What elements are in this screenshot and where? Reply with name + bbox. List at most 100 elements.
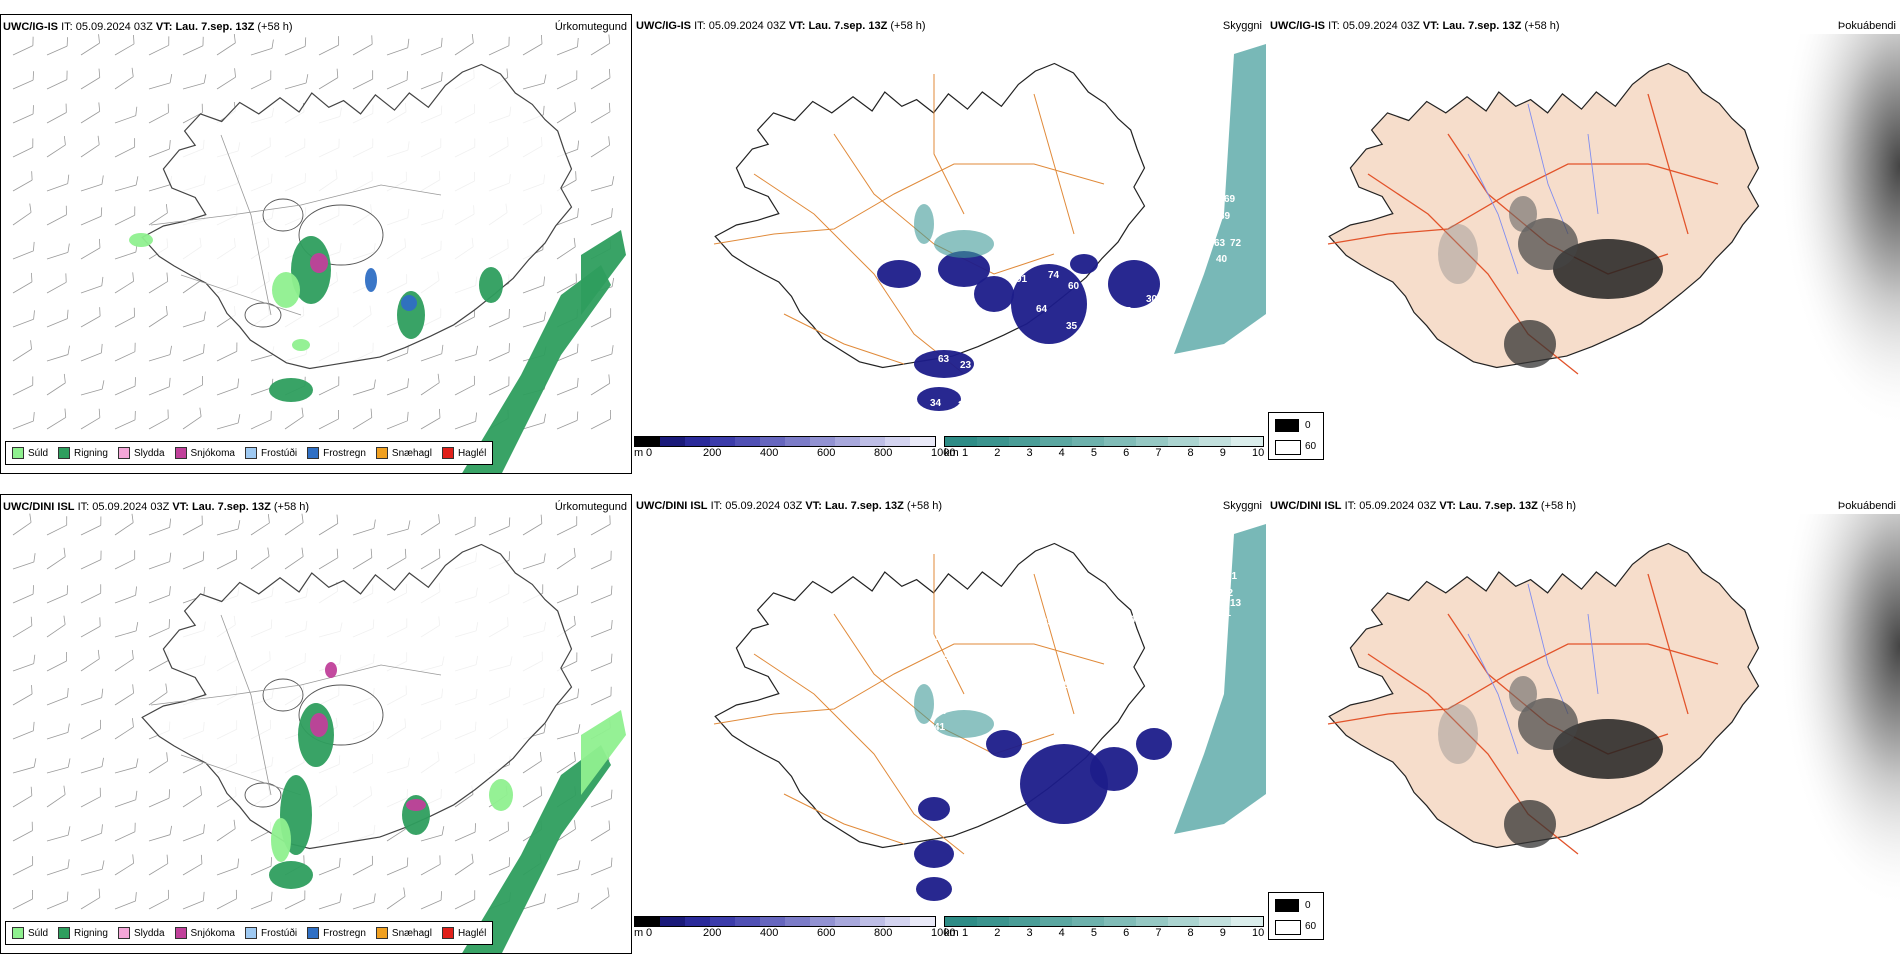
- model-source: UWC/IG-IS: [3, 21, 58, 33]
- freezing-drizzle-swatch: [244, 447, 257, 459]
- colorbar-tick: 2: [994, 927, 1001, 939]
- legend-label: Haglél: [457, 927, 487, 939]
- valid-time-label: VT:: [1439, 500, 1456, 512]
- legend-label: Slydda: [133, 927, 165, 939]
- legend-item: Haglél: [441, 927, 487, 939]
- sea-visibility-band: [1174, 524, 1266, 834]
- lead-time: (+58 h): [257, 21, 293, 33]
- cloud-base-label: 29: [1118, 626, 1130, 637]
- cloud-base-colorbar: m 0 200 400 600 800 1000: [634, 436, 955, 459]
- legend-label: Rigning: [74, 927, 108, 939]
- colorbar-tick: 4: [1058, 927, 1065, 939]
- low-cloud-areas: [914, 684, 1172, 901]
- colorbar-tick: 8: [1187, 927, 1194, 939]
- legend-label: Frostregn: [323, 447, 366, 459]
- legend-item: Rigning: [58, 447, 108, 459]
- panel-name: Skyggni: [1222, 500, 1262, 512]
- rivers: [1467, 583, 1599, 755]
- cloud-base-label: 60: [1068, 281, 1080, 292]
- colorbar-tick: 3: [1026, 927, 1033, 939]
- model-source: UWC/IG-IS: [1270, 20, 1325, 32]
- issue-time-label: IT:: [710, 500, 723, 512]
- offshore-fog: [1698, 34, 1900, 474]
- sleet-swatch: [117, 927, 130, 939]
- colorbar-tick: 10: [1252, 927, 1265, 939]
- issue-time-label: IT:: [61, 21, 73, 33]
- precipitation-areas: [129, 230, 626, 473]
- legend-label: Rigning: [74, 447, 108, 459]
- colorbar-unit: m: [634, 927, 644, 939]
- legend-label: Frostregn: [323, 927, 366, 939]
- fog-key-max-label: 60: [1305, 921, 1317, 932]
- cloud-base-label: 43: [936, 378, 948, 389]
- issue-time: 05.09.2024 03Z: [92, 501, 170, 513]
- visibility-colorbar: km 1 2 3 4 5 6 7 8 9 10: [944, 436, 1264, 459]
- colorbar-tick: 7: [1155, 447, 1162, 459]
- sea-visibility-band: [1174, 44, 1266, 354]
- cloud-base-label: 34: [930, 398, 942, 409]
- cloud-base-label: 64: [1036, 304, 1048, 315]
- model-source: UWC/DINI ISL: [1270, 500, 1342, 512]
- cloud-base-label: 40: [1216, 254, 1228, 265]
- panel-name: Úrkomutegund: [554, 501, 627, 513]
- drizzle-swatch: [12, 447, 24, 459]
- cloud-base-colorbar: m 0 200 400 600 800 1000: [634, 916, 955, 939]
- iceland-outline: [141, 63, 573, 370]
- colorbar-tick: 0: [646, 447, 653, 459]
- colorbar-tick: 0: [646, 927, 653, 939]
- colorbar-unit: m: [634, 447, 644, 459]
- fog-indicator-panel: UWC/DINI ISL IT: 05.09.2024 03Z VT: Lau.…: [1268, 494, 1900, 954]
- panel-title: UWC/DINI ISL IT: 05.09.2024 03Z VT: Lau.…: [3, 501, 309, 513]
- colorbar-tick: 1: [962, 927, 969, 939]
- precip-type-panel: UWC/DINI ISL IT: 05.09.2024 03Z VT: Lau.…: [0, 494, 632, 954]
- model-source: UWC/IG-IS: [636, 20, 691, 32]
- colorbar-tick: 7: [1155, 927, 1162, 939]
- rivers: [1467, 103, 1599, 275]
- colorbar-unit: km: [944, 447, 959, 459]
- colorbar-tick: 8: [1187, 447, 1194, 459]
- cloud-base-label: 20: [909, 616, 921, 627]
- lead-time: (+58 h): [1540, 500, 1577, 512]
- legend-label: Haglél: [457, 447, 487, 459]
- colorbar-tick: 1000: [931, 927, 956, 939]
- panel-title: UWC/IG-IS IT: 05.09.2024 03Z VT: Lau. 7.…: [636, 20, 926, 32]
- colorbar-tick: 400: [760, 447, 779, 459]
- fog-index-key: 0 60: [1268, 412, 1324, 460]
- legend-item: Slydda: [117, 927, 165, 939]
- cloud-base-label: 41: [934, 722, 946, 733]
- colorbar-tick: 400: [760, 927, 779, 939]
- valid-time: Lau. 7.sep. 13Z: [191, 501, 271, 513]
- legend-label: Snæhagl: [391, 447, 432, 459]
- issue-time: 05.09.2024 03Z: [1342, 20, 1420, 32]
- issue-time: 05.09.2024 03Z: [725, 500, 803, 512]
- fog-key-min-label: 0: [1305, 420, 1311, 431]
- cloud-base-label: 35: [1066, 321, 1078, 332]
- panel-title: UWC/DINI ISL IT: 05.09.2024 03Z VT: Lau.…: [636, 500, 942, 512]
- cloud-base-label: 70: [919, 284, 931, 295]
- valid-time: Lau. 7.sep. 13Z: [175, 21, 255, 33]
- legend-item: Frostregn: [307, 927, 366, 939]
- lead-time: (+58 h): [890, 20, 926, 32]
- legend-label: Snæhagl: [391, 927, 432, 939]
- issue-time-label: IT:: [694, 20, 706, 32]
- cloud-base-label: 65: [1042, 617, 1054, 628]
- colorbar-tick: 9: [1219, 927, 1226, 939]
- legend-item: Snjókoma: [174, 927, 235, 939]
- snow-swatch: [174, 927, 187, 939]
- fog-key-max-label: 60: [1305, 441, 1317, 452]
- cloud-base-label: 74: [1048, 270, 1060, 281]
- cloud-base-label: 41: [1220, 608, 1232, 619]
- issue-time: 05.09.2024 03Z: [75, 21, 153, 33]
- legend-label: Súld: [28, 927, 49, 939]
- cloud-base-label: 23: [960, 360, 972, 371]
- panel-title: UWC/DINI ISL IT: 05.09.2024 03Z VT: Lau.…: [1270, 500, 1576, 512]
- cloud-base-label: 31: [958, 742, 970, 753]
- colorbar-tick: 5: [1090, 447, 1097, 459]
- cloud-base-panel: 31 52 13 41 45 20 65 69 29 40 46 52 87 28 12 50 57 41 37 31…: [634, 494, 1266, 954]
- precip-type-panel: UWC/IG-IS IT: 05.09.2024 03Z VT: Lau. 7.…: [0, 14, 632, 474]
- colorbar-tick: 9: [1219, 447, 1226, 459]
- iceland-land: [1328, 542, 1760, 849]
- cloud-base-label: 50: [944, 652, 956, 663]
